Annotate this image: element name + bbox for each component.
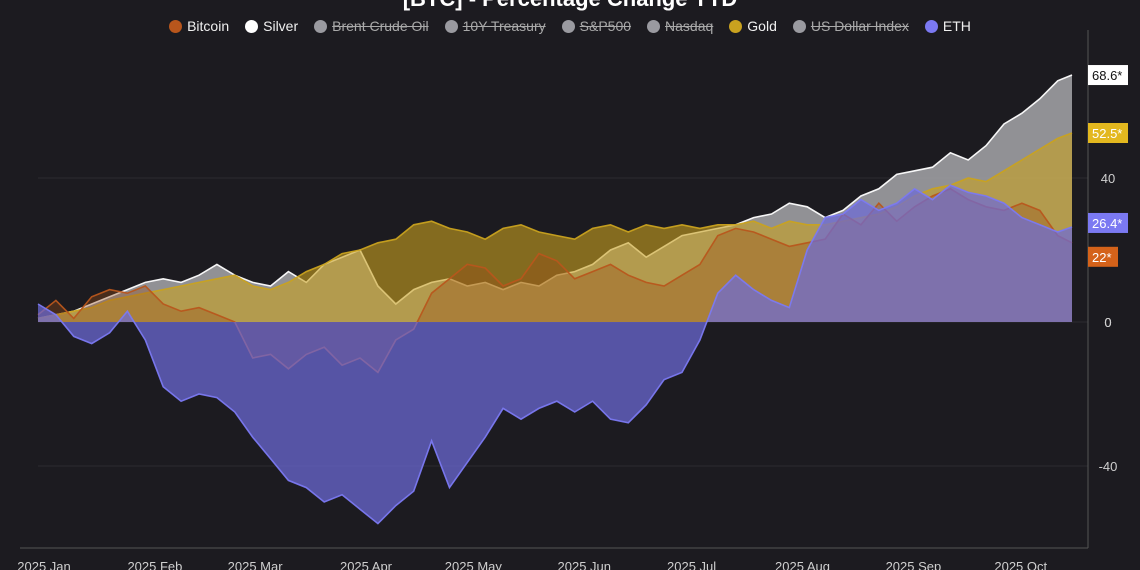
y-tick-label: 0	[1104, 315, 1111, 330]
legend-label: Bitcoin	[187, 18, 230, 34]
legend-item-s-p500[interactable]: S&P500	[561, 18, 632, 34]
end-badge-label: 26.4*	[1092, 216, 1122, 231]
end-badge-bitcoin	[1088, 246, 1118, 267]
legend-item-gold[interactable]: Gold	[729, 18, 777, 34]
series-areas	[37, 74, 1073, 525]
legend-marker-icon	[169, 19, 183, 33]
legend-marker-icon	[444, 19, 458, 33]
x-tick-label: 2025 May	[445, 559, 503, 570]
x-tick-label: 2025 Feb	[127, 559, 182, 570]
x-tick-label: 2025 Sep	[886, 559, 942, 570]
y-tick-label: 40	[1101, 171, 1115, 186]
x-tick-label: 2025 Jul	[667, 559, 716, 570]
legend-item-eth[interactable]: ETH	[924, 18, 971, 34]
series-area-eth	[38, 185, 1072, 524]
legend-label: ETH	[942, 18, 971, 34]
legend-item-silver[interactable]: Silver	[245, 18, 298, 34]
end-badge-eth	[1088, 212, 1128, 233]
legend-marker-icon	[561, 19, 575, 33]
legend-item-brent-crude-oil[interactable]: Brent Crude Oil	[314, 18, 429, 34]
end-badge-gold	[1088, 123, 1128, 143]
legend-label: 10Y Treasury	[462, 18, 546, 34]
y-tick-label: 0	[1104, 315, 1111, 330]
legend-marker-icon	[314, 19, 328, 33]
end-badge-label: 68.6*	[1092, 68, 1122, 83]
legend-marker-icon	[924, 19, 938, 33]
series-line-eth	[37, 184, 1073, 525]
legend-item-10y-treasury[interactable]: 10Y Treasury	[444, 18, 546, 34]
legend-item-bitcoin[interactable]: Bitcoin	[169, 18, 229, 34]
legend-label: Brent Crude Oil	[332, 18, 429, 34]
legend-label: Silver	[263, 18, 299, 34]
end-badge-label: 22*	[1092, 250, 1112, 265]
legend-label: S&P500	[579, 18, 632, 34]
legend-item-nasdaq[interactable]: Nasdaq	[647, 18, 713, 34]
legend-marker-icon	[245, 19, 259, 33]
legend-label: Gold	[747, 18, 777, 34]
legend-label: Nasdaq	[665, 18, 714, 34]
x-tick-label: 2025 Jan	[17, 559, 71, 570]
legend-label: US Dollar Index	[810, 18, 909, 34]
legend-marker-icon	[792, 19, 806, 33]
end-badge-silver	[1088, 65, 1128, 86]
legend: Bitcoin Silver Brent Crude Oil 10Y Treasury…	[0, 18, 1140, 34]
y-tick-label: -40	[1099, 459, 1118, 474]
end-value-badges: 68.6* 52.5* 26.4* 22*	[1088, 65, 1128, 267]
x-tick-label: 2025 Jun	[558, 559, 612, 570]
legend-item-us-dollar-index[interactable]: US Dollar Index	[792, 18, 909, 34]
x-tick-label: 2025 Mar	[228, 559, 284, 570]
axes	[20, 30, 1089, 549]
x-tick-label: 2025 Apr	[340, 559, 393, 570]
x-tick-label: 2025 Oct	[994, 559, 1047, 570]
legend-marker-icon	[647, 19, 661, 33]
chart-title: [BTC] - Percentage Change YTD	[0, 0, 1140, 12]
x-tick-label: 2025 Aug	[775, 559, 830, 570]
end-badge-label: 52.5*	[1092, 126, 1122, 141]
legend-marker-icon	[729, 19, 743, 33]
